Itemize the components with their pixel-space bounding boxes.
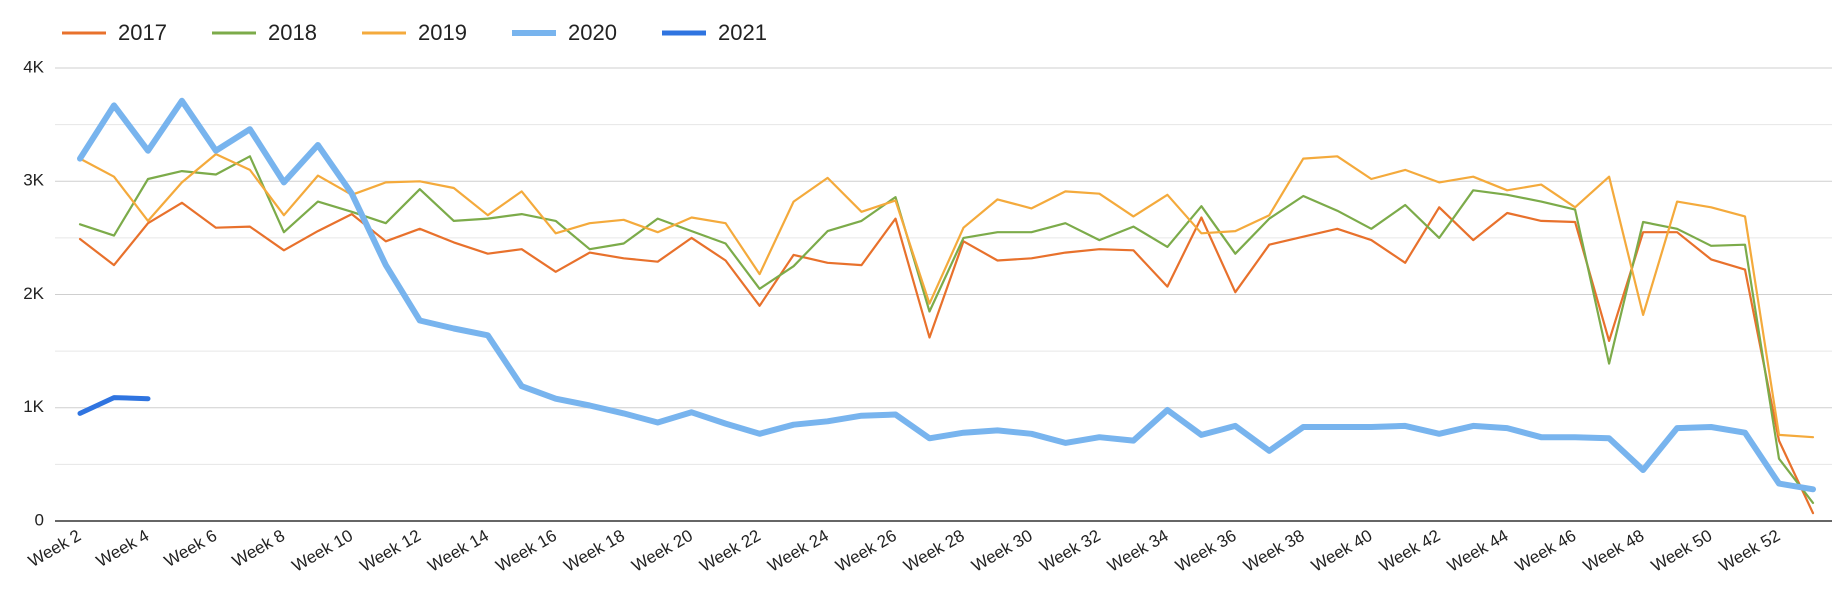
x-tick-label: Week 22	[697, 526, 764, 576]
legend-label: 2018	[268, 20, 317, 45]
x-tick-label: Week 12	[357, 526, 424, 576]
x-tick-label: Week 40	[1308, 526, 1375, 576]
x-tick-label: Week 26	[832, 526, 899, 576]
legend-label: 2021	[718, 20, 767, 45]
x-tick-label: Week 36	[1172, 526, 1239, 576]
x-tick-label: Week 14	[425, 526, 492, 576]
series-line	[78, 201, 1815, 515]
legend-label: 2017	[118, 20, 167, 45]
x-tick-label: Week 2	[25, 526, 84, 571]
y-tick-label: 0	[35, 510, 44, 529]
series-line	[78, 155, 1815, 504]
x-tick-label: Week 18	[561, 526, 628, 576]
x-tick-label: Week 38	[1240, 526, 1307, 576]
x-tick-label: Week 20	[629, 526, 696, 576]
x-tick-label: Week 48	[1580, 526, 1647, 576]
y-tick-label: 1K	[23, 397, 44, 416]
x-tick-label: Week 46	[1512, 526, 1579, 576]
x-tick-label: Week 16	[493, 526, 560, 576]
x-tick-label: Week 52	[1716, 526, 1783, 576]
y-tick-label: 4K	[23, 57, 44, 76]
x-tick-label: Week 6	[161, 526, 220, 571]
x-tick-label: Week 8	[229, 526, 288, 571]
series-line	[77, 97, 1816, 493]
x-tick-label: Week 30	[968, 526, 1035, 576]
x-tick-label: Week 10	[289, 526, 356, 576]
y-tick-label: 2K	[23, 284, 44, 303]
series-line	[78, 153, 1815, 439]
x-tick-label: Week 50	[1648, 526, 1715, 576]
x-tick-label: Week 34	[1104, 526, 1171, 576]
x-tick-label: Week 28	[900, 526, 967, 576]
x-tick-label: Week 4	[93, 526, 152, 571]
legend-label: 2019	[418, 20, 467, 45]
x-tick-label: Week 42	[1376, 526, 1443, 576]
x-tick-label: Week 32	[1036, 526, 1103, 576]
x-tick-label: Week 24	[764, 526, 831, 576]
x-tick-label: Week 44	[1444, 526, 1511, 576]
legend-label: 2020	[568, 20, 617, 45]
y-tick-label: 3K	[23, 171, 44, 190]
series-line	[77, 395, 151, 416]
